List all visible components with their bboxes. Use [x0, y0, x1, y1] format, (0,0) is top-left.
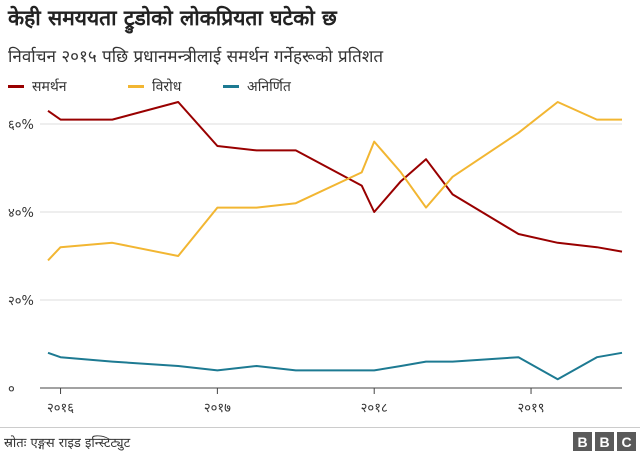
- bbc-logo-letter: C: [617, 432, 636, 451]
- legend-label-undecided: अनिर्णित: [247, 79, 291, 95]
- y-tick-label: २०%: [8, 294, 34, 309]
- y-tick-label: ६०%: [8, 118, 34, 133]
- chart-title: केही समययता ट्रुडोको लोकप्रियता घटेको छ: [8, 6, 337, 30]
- legend-label-support: समर्थन: [32, 79, 67, 95]
- x-tick-label: २०१६: [47, 401, 74, 416]
- legend-item-oppose: विरोध: [128, 77, 181, 96]
- legend: समर्थन विरोध अनिर्णित: [8, 77, 628, 97]
- series-line-support: [47, 101, 623, 253]
- bbc-logo-letter: B: [595, 432, 614, 451]
- legend-swatch-undecided: [223, 85, 239, 88]
- footer-divider: [0, 427, 640, 428]
- series-line-undecided: [47, 351, 623, 381]
- line-chart: ० २०% ४०% ६०% २०१६ २०१७ २०१८ २०१९: [8, 101, 623, 416]
- legend-label-oppose: विरोध: [152, 79, 182, 95]
- x-tick-label: २०१९: [518, 401, 545, 416]
- legend-swatch-oppose: [128, 85, 144, 88]
- legend-item-undecided: अनिर्णित: [223, 77, 291, 96]
- series-line-oppose: [47, 101, 622, 262]
- chart-subtitle: निर्वाचन २०१५ पछि प्रधानमन्त्रीलाई समर्थ…: [8, 47, 384, 67]
- x-tick-label: २०१८: [361, 401, 388, 416]
- legend-item-support: समर्थन: [8, 77, 67, 96]
- bbc-logo-letter: B: [573, 432, 592, 451]
- y-tick-label: ४०%: [8, 206, 34, 221]
- bbc-logo: B B C: [573, 432, 636, 451]
- x-tick-label: २०१७: [204, 401, 231, 416]
- source-note: स्रोतः एङ्गस राइड इन्स्टिट्युट: [4, 436, 131, 451]
- legend-swatch-support: [8, 85, 24, 88]
- y-tick-label: ०: [8, 382, 15, 397]
